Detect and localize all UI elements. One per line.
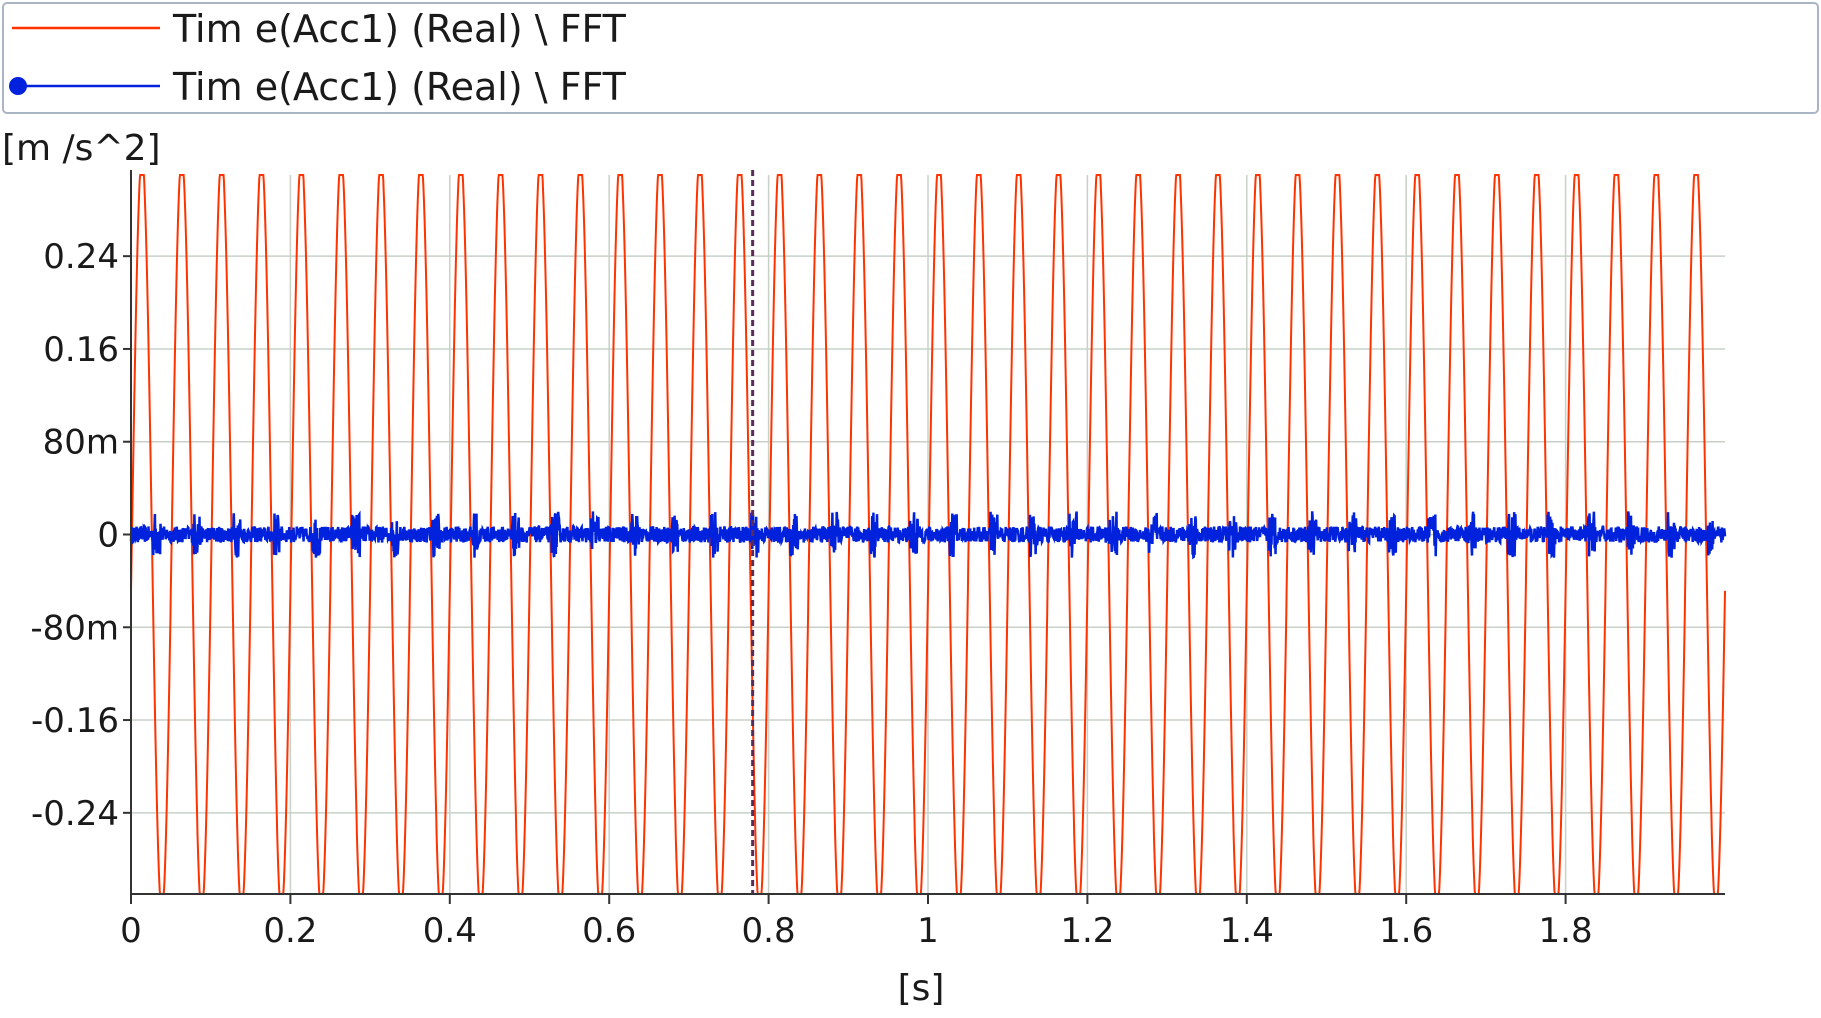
x-tick-label: 0.8 <box>742 911 796 951</box>
y-tick-label: -80m <box>30 608 119 648</box>
y-tick-label: -0.16 <box>31 701 119 741</box>
x-tick-label: 1.6 <box>1379 911 1433 951</box>
axes <box>123 170 1725 904</box>
plot-area <box>129 174 1727 895</box>
y-tick-labels: 0.24 0.16 80m 0 -80m -0.16 -0.24 <box>30 237 119 834</box>
y-axis-label: [m /s^2] <box>2 128 161 169</box>
x-tick-label: 0.2 <box>263 911 317 951</box>
x-tick-label: 1.2 <box>1060 911 1114 951</box>
x-tick-label: 1.8 <box>1539 911 1593 951</box>
y-tick-label: 0 <box>97 516 119 556</box>
legend-box <box>2 2 1819 114</box>
legend-marker-circle-icon <box>9 77 27 95</box>
legend-label-2: Tim e(Acc1) (Real) \ FFT <box>172 65 627 109</box>
legend-item-2[interactable]: Tim e(Acc1) (Real) \ FFT <box>9 65 627 109</box>
y-tick-label: -0.24 <box>31 794 119 834</box>
x-tick-label: 0 <box>120 911 142 951</box>
x-tick-label: 0.6 <box>582 911 636 951</box>
legend-item-1[interactable]: Tim e(Acc1) (Real) \ FFT <box>12 7 627 51</box>
series-line-2 <box>129 510 1727 560</box>
y-tick-label: 0.24 <box>43 237 119 277</box>
series-line-1 <box>130 174 1726 895</box>
x-tick-label: 0.4 <box>423 911 477 951</box>
y-tick-label: 80m <box>43 423 119 463</box>
y-tick-label: 0.16 <box>43 330 119 370</box>
x-tick-label: 1.4 <box>1220 911 1274 951</box>
x-tick-labels: 0 0.2 0.4 0.6 0.8 1 1.2 1.4 1.6 1.8 <box>120 911 1592 951</box>
x-tick-label: 1 <box>917 911 939 951</box>
legend-label-1: Tim e(Acc1) (Real) \ FFT <box>172 7 627 51</box>
x-axis-label: [s] <box>898 968 945 1009</box>
